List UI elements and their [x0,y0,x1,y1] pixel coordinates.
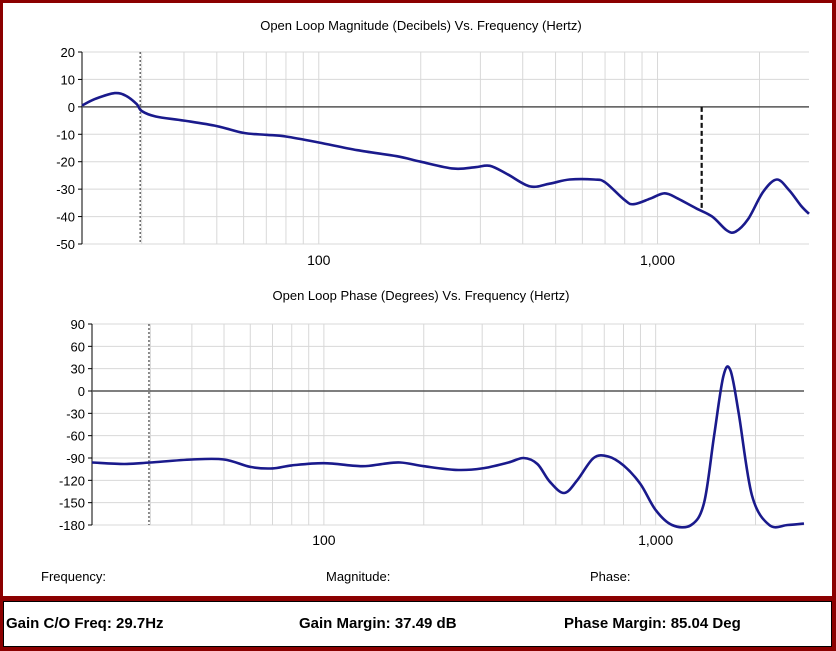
phase-y-tick-label: 30 [71,362,85,377]
phase-y-tick-label: -60 [66,429,85,444]
magnitude-y-tick-label: 20 [61,45,75,60]
phase-y-tick-label: 90 [71,317,85,332]
magnitude-y-tick-label: -40 [56,210,75,225]
phase-x-tick-label: 1,000 [638,532,673,548]
status-bar: Gain C/O Freq: 29.7Hz Gain Margin: 37.49… [3,601,832,647]
gain-crossover-frequency: Gain C/O Freq: 29.7Hz [6,615,164,632]
phase-y-tick-label: -30 [66,406,85,421]
magnitude-series-line [81,91,810,235]
magnitude-x-tick-label: 1,000 [640,252,675,268]
chart-panel: Open Loop Magnitude (Decibels) Vs. Frequ… [3,3,832,596]
charts-svg: Open Loop Magnitude (Decibels) Vs. Frequ… [56,18,810,548]
phase-y-tick-label: -120 [59,473,85,488]
phase-chart-title: Open Loop Phase (Degrees) Vs. Frequency … [273,288,570,303]
magnitude-y-tick-label: 0 [68,100,75,115]
phase-series-line [91,365,805,529]
gain-margin: Gain Margin: 37.49 dB [299,615,457,632]
magnitude-y-tick-label: 10 [61,72,75,87]
magnitude-y-tick-label: -30 [56,182,75,197]
magnitude-x-tick-label: 100 [307,252,331,268]
magnitude-y-tick-label: -50 [56,237,75,252]
frequency-readout-label: Frequency: [41,569,107,584]
magnitude-y-tick-label: -20 [56,155,75,170]
magnitude-y-tick-label: -10 [56,127,75,142]
phase-y-tick-label: -90 [66,451,85,466]
magnitude-readout-label: Magnitude: [326,569,391,584]
magnitude-chart-title: Open Loop Magnitude (Decibels) Vs. Frequ… [260,18,582,33]
phase-margin: Phase Margin: 85.04 Deg [564,615,741,632]
phase-y-tick-label: 0 [78,384,85,399]
phase-y-tick-label: -150 [59,496,85,511]
phase-readout-label: Phase: [590,569,631,584]
phase-y-tick-label: -180 [59,518,85,533]
phase-y-tick-label: 60 [71,339,85,354]
phase-x-tick-label: 100 [312,532,336,548]
